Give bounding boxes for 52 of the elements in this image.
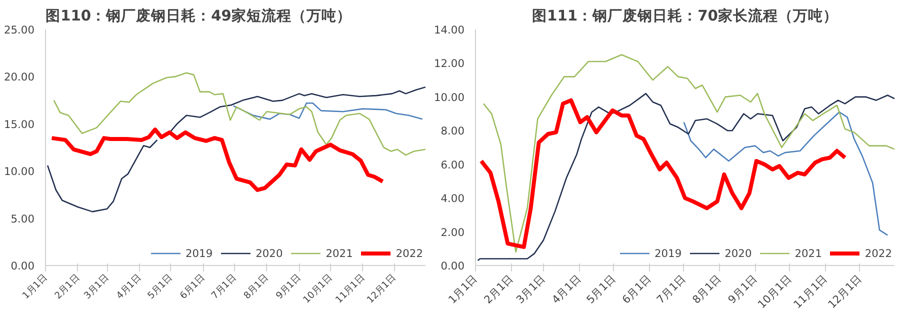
x-tick-label: 1月1日: [20, 272, 50, 302]
line-series: [477, 92, 894, 262]
y-tick-label: 0.00: [440, 260, 465, 272]
x-tick-label: 4月1日: [114, 272, 144, 302]
line-series: [683, 111, 888, 236]
y-tick-label: 2.00: [440, 226, 465, 239]
x-tick-label: 1月1日: [446, 272, 480, 306]
x-tick-label: 10月1日: [301, 272, 334, 306]
x-tick-label: 9月1日: [274, 272, 304, 302]
x-tick-label: 3月1日: [514, 272, 548, 306]
legend-label: 2020: [256, 246, 283, 260]
line-series: [232, 102, 424, 120]
y-tick-label: 25.00: [4, 24, 35, 36]
x-tick-label: 11月1日: [334, 272, 367, 306]
y-tick-label: 20.00: [4, 70, 35, 84]
y-tick-label: 6.00: [440, 158, 465, 172]
y-tick-label: 4.00: [440, 192, 465, 206]
x-tick-label: 8月1日: [690, 272, 724, 306]
y-tick-label: 5.00: [10, 212, 35, 226]
x-tick-label: 12月1日: [825, 272, 865, 312]
chart-title: 图110：钢厂废钢日耗：49家短流程（万吨）: [46, 6, 352, 24]
x-tick-label: 12月1日: [364, 272, 398, 306]
x-tick-label: 7月1日: [209, 272, 238, 302]
y-tick-label: 10.00: [4, 165, 35, 178]
y-tick-label: 14.00: [434, 24, 465, 36]
y-tick-label: 10.00: [434, 90, 465, 104]
legend-label: 2019: [186, 246, 213, 260]
y-tick-label: 12.00: [434, 57, 465, 70]
y-tick-label: 8.00: [440, 124, 465, 138]
y-tick-label: 15.00: [4, 118, 35, 131]
legend-label: 2022: [396, 246, 423, 260]
chart-title: 图111：钢厂废钢日耗：70家长流程（万吨）: [532, 6, 838, 24]
line-series: [479, 98, 848, 249]
legend-label: 2019: [654, 246, 682, 260]
x-tick-label: 4月1日: [549, 272, 584, 306]
x-tick-label: 5月1日: [584, 272, 618, 306]
line-series: [53, 72, 426, 156]
legend-label: 2022: [864, 246, 892, 260]
x-tick-label: 2月1日: [481, 272, 516, 306]
x-tick-label: 7月1日: [654, 272, 688, 306]
x-tick-label: 3月1日: [82, 272, 111, 302]
legend-label: 2020: [724, 246, 752, 260]
legend-label: 2021: [794, 246, 822, 260]
line-series: [50, 128, 385, 192]
x-tick-label: 2月1日: [52, 272, 82, 302]
legend-label: 2021: [326, 246, 353, 260]
x-tick-label: 6月1日: [178, 272, 208, 302]
x-tick-label: 5月1日: [146, 272, 175, 302]
y-tick-label: 0.00: [10, 260, 35, 272]
x-tick-label: 10月1日: [755, 272, 794, 312]
x-tick-label: 6月1日: [620, 272, 654, 306]
x-tick-label: 8月1日: [242, 272, 271, 302]
